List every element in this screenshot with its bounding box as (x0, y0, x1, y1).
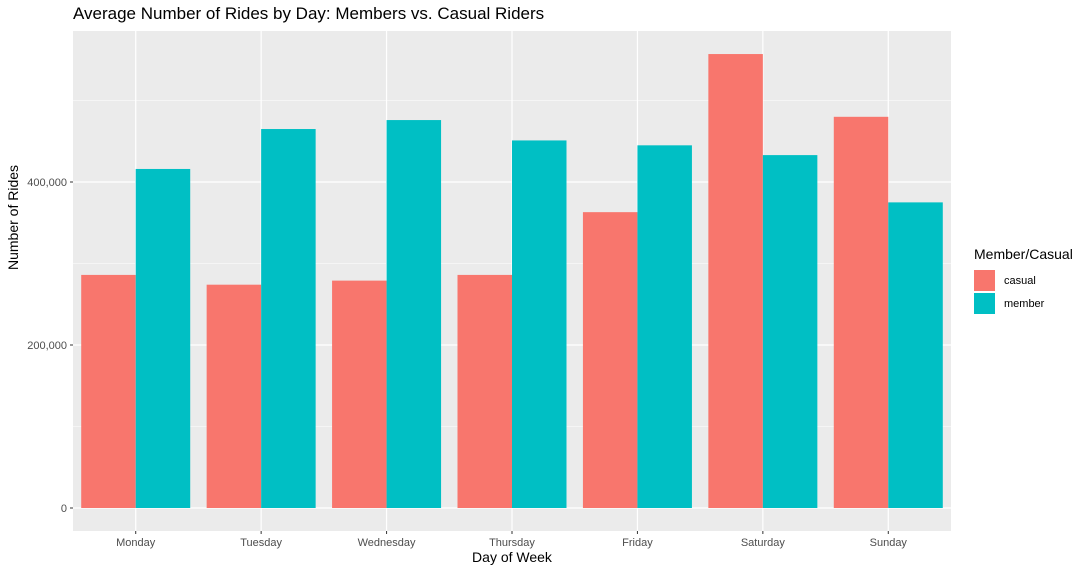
bar-casual-monday (81, 274, 136, 508)
x-tick-label: Monday (116, 537, 156, 549)
bar-member-sunday (888, 202, 943, 508)
legend-title: Member/Casual (974, 246, 1073, 262)
legend-key-member (974, 293, 995, 314)
bar-member-tuesday (261, 129, 316, 508)
x-tick-label: Sunday (870, 537, 908, 549)
chart-title: Average Number of Rides by Day: Members … (73, 4, 545, 23)
x-axis-label-text: Day of Week (472, 549, 552, 565)
x-tick-label: Tuesday (240, 537, 282, 549)
bar-casual-friday (582, 212, 638, 508)
y-axis-label: Number of Rides (5, 164, 21, 270)
legend-label-member: member (1004, 297, 1045, 310)
bar-member-thursday (512, 140, 567, 508)
bar-member-monday (135, 168, 191, 508)
legend-key-casual (974, 270, 995, 291)
x-tick-label: Wednesday (358, 537, 416, 549)
y-tick-label: 400,000 (27, 177, 67, 189)
legend-item-casual: casual (974, 269, 1073, 292)
y-tick-label: 0 (61, 503, 67, 515)
bar-member-saturday (762, 155, 818, 509)
bar-casual-wednesday (332, 280, 387, 508)
y-tick-label: 200,000 (27, 340, 67, 352)
bar-casual-thursday (457, 274, 512, 508)
x-tick-label: Friday (622, 537, 653, 549)
bar-member-wednesday (386, 120, 442, 508)
x-tick-label: Thursday (489, 537, 535, 549)
bar-casual-tuesday (206, 284, 262, 508)
legend: Member/Casual casual member (974, 246, 1073, 315)
legend-label-casual: casual (1004, 274, 1036, 287)
bar-casual-sunday (833, 116, 889, 509)
bar-casual-saturday (708, 54, 763, 509)
bar-member-friday (637, 145, 692, 508)
x-tick-label: Saturday (741, 537, 786, 549)
legend-item-member: member (974, 292, 1073, 315)
